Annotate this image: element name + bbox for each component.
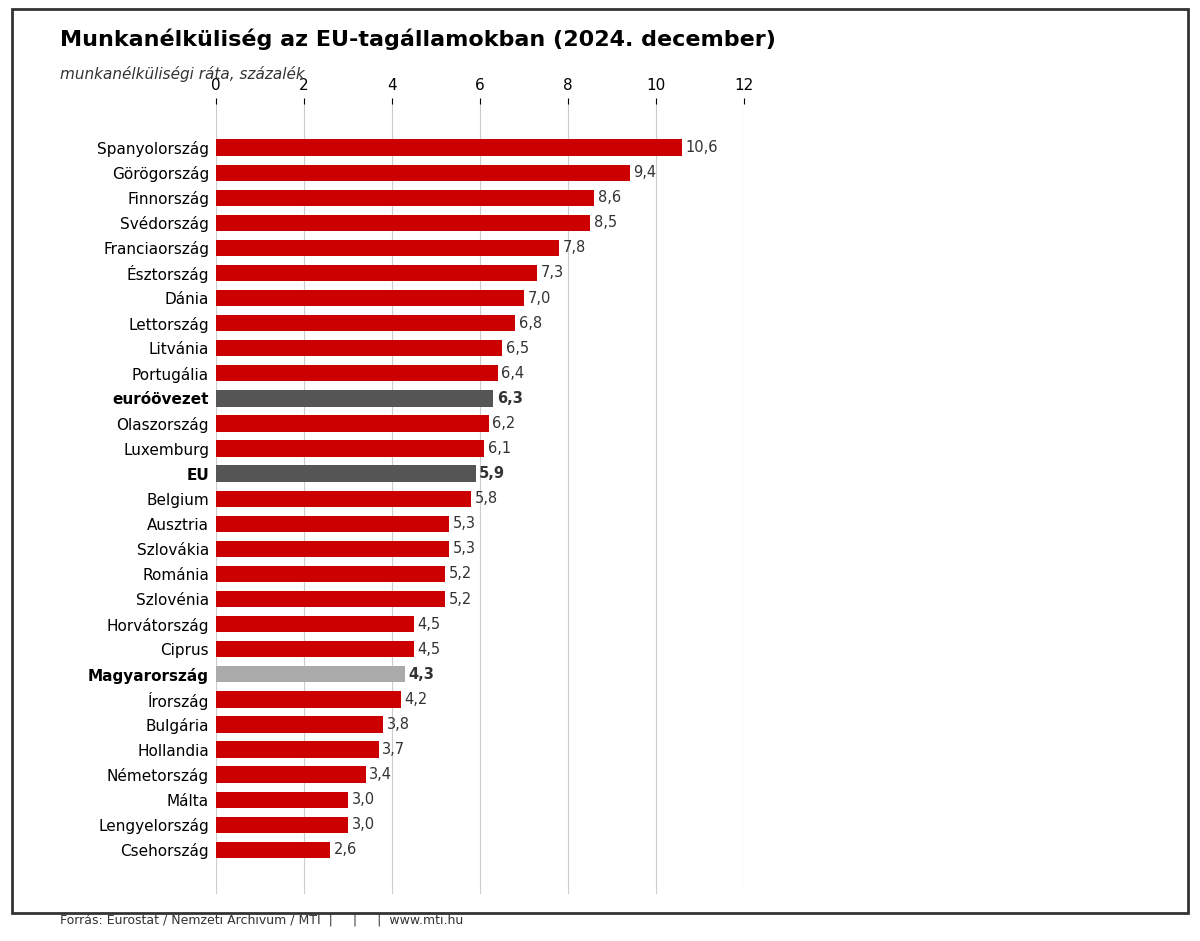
Bar bbox=[216, 365, 498, 381]
Bar bbox=[216, 189, 594, 206]
Text: 6,4: 6,4 bbox=[502, 366, 524, 381]
Bar bbox=[216, 490, 472, 507]
Text: Forrás: Eurostat / Nemzeti Archivum / MTI  |     |     |  www.mti.hu: Forrás: Eurostat / Nemzeti Archivum / MT… bbox=[60, 914, 463, 927]
Bar bbox=[216, 516, 449, 532]
Bar bbox=[216, 666, 406, 682]
Text: 3,4: 3,4 bbox=[370, 767, 392, 782]
Text: 4,5: 4,5 bbox=[418, 616, 440, 631]
Bar bbox=[216, 264, 538, 281]
Bar bbox=[216, 692, 401, 708]
Text: 5,3: 5,3 bbox=[452, 517, 475, 532]
Text: 7,0: 7,0 bbox=[528, 291, 551, 306]
Text: 3,0: 3,0 bbox=[352, 792, 374, 807]
Bar bbox=[216, 415, 488, 432]
Text: 5,3: 5,3 bbox=[452, 541, 475, 556]
Bar bbox=[216, 841, 330, 858]
Bar bbox=[216, 541, 449, 557]
Bar bbox=[216, 641, 414, 658]
Text: 4,3: 4,3 bbox=[409, 667, 434, 682]
Bar bbox=[216, 466, 475, 482]
Text: 5,9: 5,9 bbox=[479, 466, 505, 481]
Text: 7,8: 7,8 bbox=[563, 240, 586, 255]
Text: 6,2: 6,2 bbox=[492, 416, 516, 431]
Text: 5,8: 5,8 bbox=[475, 491, 498, 506]
Text: 5,2: 5,2 bbox=[449, 592, 472, 607]
Text: 3,0: 3,0 bbox=[352, 818, 374, 832]
Text: 6,8: 6,8 bbox=[518, 315, 542, 330]
Text: 5,2: 5,2 bbox=[449, 566, 472, 582]
Text: 3,7: 3,7 bbox=[383, 742, 406, 758]
Bar bbox=[216, 240, 559, 256]
Text: 8,6: 8,6 bbox=[598, 190, 622, 205]
Text: 8,5: 8,5 bbox=[594, 215, 617, 231]
Bar bbox=[216, 616, 414, 632]
Text: 6,5: 6,5 bbox=[505, 341, 529, 356]
Bar bbox=[216, 139, 683, 156]
Text: 9,4: 9,4 bbox=[634, 166, 656, 180]
Bar bbox=[216, 791, 348, 808]
Text: 7,3: 7,3 bbox=[541, 265, 564, 280]
Bar bbox=[216, 391, 493, 407]
Bar bbox=[216, 591, 445, 607]
Text: 2,6: 2,6 bbox=[334, 842, 358, 857]
Text: 6,3: 6,3 bbox=[497, 391, 522, 406]
Bar bbox=[216, 340, 502, 357]
Bar bbox=[216, 742, 379, 758]
Text: 10,6: 10,6 bbox=[686, 140, 719, 155]
Text: munkanélküliségi ráta, százalék: munkanélküliségi ráta, százalék bbox=[60, 66, 305, 82]
Text: 6,1: 6,1 bbox=[488, 441, 511, 456]
Text: Munkanélküliség az EU-tagállamokban (2024. december): Munkanélküliség az EU-tagállamokban (202… bbox=[60, 28, 776, 50]
Bar bbox=[216, 817, 348, 833]
Bar bbox=[216, 767, 366, 783]
Bar bbox=[216, 290, 524, 306]
Bar bbox=[216, 566, 445, 582]
Bar bbox=[216, 165, 630, 181]
Bar bbox=[216, 440, 485, 456]
Text: 4,2: 4,2 bbox=[404, 692, 427, 707]
Bar bbox=[216, 716, 383, 733]
Bar bbox=[216, 215, 590, 231]
Text: 4,5: 4,5 bbox=[418, 642, 440, 657]
Text: 3,8: 3,8 bbox=[386, 717, 409, 732]
Bar bbox=[216, 315, 515, 331]
